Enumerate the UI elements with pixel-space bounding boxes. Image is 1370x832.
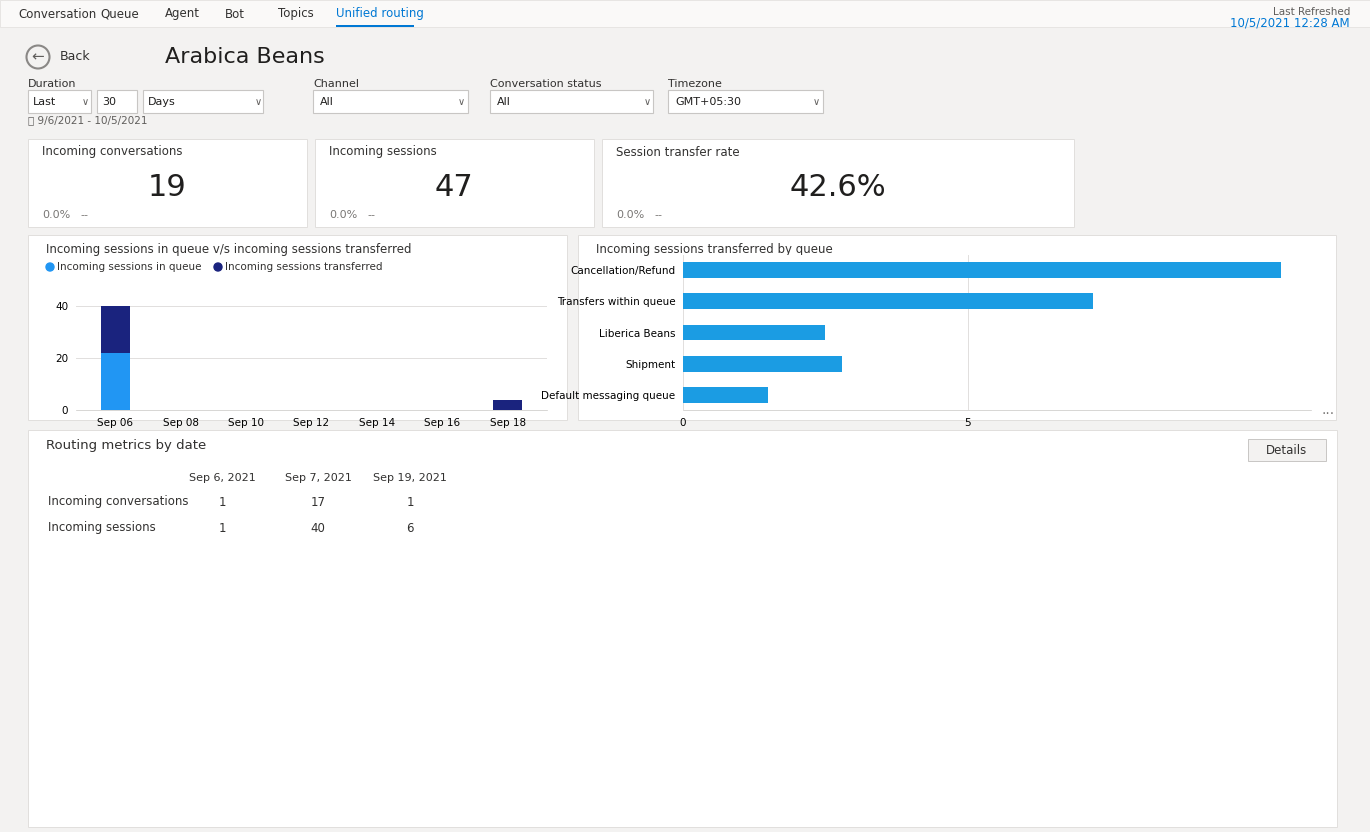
- Bar: [27, 235, 567, 420]
- Bar: [97, 90, 137, 113]
- Text: Incoming conversations: Incoming conversations: [42, 146, 182, 159]
- Text: 0.0%: 0.0%: [42, 210, 70, 220]
- Text: 1: 1: [407, 496, 414, 508]
- Bar: [493, 399, 522, 410]
- Text: 47: 47: [434, 172, 474, 201]
- Bar: [27, 139, 307, 227]
- Text: 30: 30: [101, 97, 116, 107]
- Text: Conversation status: Conversation status: [490, 79, 601, 89]
- Text: Days: Days: [148, 97, 175, 107]
- Bar: [684, 324, 825, 340]
- Text: 19: 19: [148, 172, 186, 201]
- Text: Details: Details: [1266, 443, 1307, 457]
- Text: 40: 40: [311, 522, 326, 534]
- Text: Incoming conversations: Incoming conversations: [48, 496, 189, 508]
- Text: --: --: [79, 210, 88, 220]
- Circle shape: [214, 263, 222, 271]
- Bar: [684, 262, 1281, 278]
- Text: ∨: ∨: [458, 97, 466, 107]
- Text: 10/5/2021 12:28 AM: 10/5/2021 12:28 AM: [1230, 17, 1349, 29]
- Text: --: --: [367, 210, 375, 220]
- Text: Incoming sessions: Incoming sessions: [329, 146, 437, 159]
- Text: ∨: ∨: [812, 97, 821, 107]
- Text: Sep 19, 2021: Sep 19, 2021: [373, 473, 447, 483]
- Text: Agent: Agent: [164, 7, 200, 21]
- Bar: [684, 294, 1093, 309]
- Text: ∨: ∨: [255, 97, 262, 107]
- Text: Queue: Queue: [100, 7, 138, 21]
- Text: Last: Last: [33, 97, 56, 107]
- Text: 1: 1: [218, 496, 226, 508]
- Text: Topics: Topics: [278, 7, 314, 21]
- Text: ∨: ∨: [82, 97, 89, 107]
- Circle shape: [47, 263, 53, 271]
- Text: Sep 7, 2021: Sep 7, 2021: [285, 473, 352, 483]
- Text: Bot: Bot: [225, 7, 245, 21]
- Text: All: All: [321, 97, 334, 107]
- Text: Unified routing: Unified routing: [336, 7, 423, 21]
- Text: Routing metrics by date: Routing metrics by date: [47, 439, 207, 453]
- Text: Incoming sessions transferred: Incoming sessions transferred: [225, 262, 382, 272]
- Bar: [315, 139, 595, 227]
- Text: Conversation: Conversation: [18, 7, 96, 21]
- Bar: [669, 90, 823, 113]
- Text: Incoming sessions in queue: Incoming sessions in queue: [58, 262, 201, 272]
- Text: Channel: Channel: [312, 79, 359, 89]
- Bar: [142, 90, 263, 113]
- Text: 42.6%: 42.6%: [789, 172, 886, 201]
- Text: Timezone: Timezone: [669, 79, 722, 89]
- Bar: [27, 90, 90, 113]
- Text: Incoming sessions in queue v/s incoming sessions transferred: Incoming sessions in queue v/s incoming …: [47, 242, 411, 255]
- Text: GMT+05:30: GMT+05:30: [675, 97, 741, 107]
- Text: Arabica Beans: Arabica Beans: [164, 47, 325, 67]
- Bar: [601, 139, 1074, 227]
- Text: ←: ←: [32, 49, 44, 65]
- Text: --: --: [653, 210, 662, 220]
- Text: 0.0%: 0.0%: [616, 210, 644, 220]
- Text: ∨: ∨: [644, 97, 651, 107]
- Text: Duration: Duration: [27, 79, 77, 89]
- Text: Sep 6, 2021: Sep 6, 2021: [189, 473, 255, 483]
- Bar: [27, 430, 1337, 827]
- Text: ...: ...: [1322, 403, 1334, 417]
- Text: 6: 6: [407, 522, 414, 534]
- Text: Back: Back: [60, 51, 90, 63]
- Text: Last Refreshed: Last Refreshed: [1273, 7, 1349, 17]
- Bar: [1248, 439, 1326, 461]
- Text: Incoming sessions transferred by queue: Incoming sessions transferred by queue: [596, 242, 833, 255]
- Text: All: All: [497, 97, 511, 107]
- Bar: [490, 90, 653, 113]
- Text: 17: 17: [311, 496, 326, 508]
- Bar: [578, 235, 1336, 420]
- Text: Session transfer rate: Session transfer rate: [616, 146, 740, 159]
- Bar: [684, 356, 843, 372]
- Bar: [100, 353, 130, 410]
- Bar: [336, 24, 414, 27]
- Text: Incoming sessions: Incoming sessions: [48, 522, 156, 534]
- Bar: [312, 90, 469, 113]
- Text: 0.0%: 0.0%: [329, 210, 358, 220]
- Text: 1: 1: [218, 522, 226, 534]
- Bar: [0, 0, 1370, 27]
- Bar: [100, 306, 130, 353]
- Text: 📅 9/6/2021 - 10/5/2021: 📅 9/6/2021 - 10/5/2021: [27, 115, 148, 125]
- Bar: [684, 388, 769, 403]
